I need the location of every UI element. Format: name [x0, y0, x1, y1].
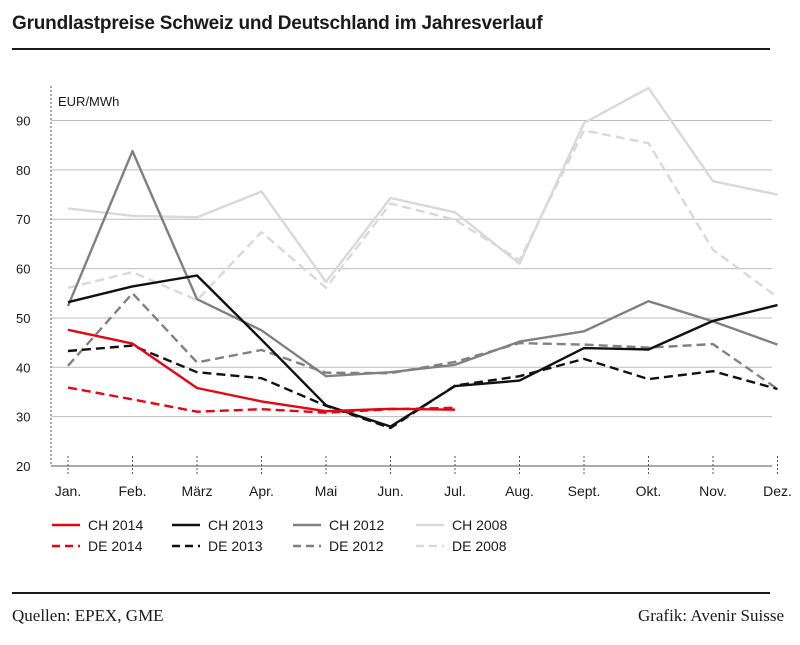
legend-label: DE 2008 [452, 538, 507, 554]
y-tick-label: 70 [16, 212, 30, 227]
x-tick-label: Jun. [377, 483, 403, 499]
x-tick-label: März [181, 483, 212, 499]
x-tick-label: Aug. [505, 483, 534, 499]
x-tick-label: Dez. [763, 483, 792, 499]
x-tick-label: Jan. [55, 483, 81, 499]
series-line-de-2008 [67, 129, 779, 302]
legend-item: DE 2014 [52, 538, 143, 554]
series-line-de-2012 [67, 292, 779, 390]
legend-label: CH 2014 [88, 517, 143, 533]
y-tick-label: 90 [16, 114, 30, 129]
legend-item: CH 2008 [416, 517, 507, 533]
legend-layer: CH 2014 CH 2013 CH 2012 CH 2008 DE 2014 DE 20… [52, 517, 507, 554]
x-tick-label: Sept. [568, 483, 601, 499]
y-tick-label: 80 [16, 163, 30, 178]
series-layer [66, 86, 779, 430]
legend-item: CH 2013 [172, 517, 263, 533]
legend-item: DE 2008 [416, 538, 507, 554]
series-line-ch-2012 [66, 149, 778, 378]
legend-item: DE 2013 [172, 538, 263, 554]
axis-layer: 20 30 40 50 60 70 80 90 EUR/MWh Jan. Feb. März Apr. M… [16, 86, 792, 499]
series-line-de-2013 [67, 344, 778, 430]
x-tick-label: Feb. [118, 483, 146, 499]
x-tick-label: Okt. [636, 483, 662, 499]
legend-label: DE 2013 [208, 538, 263, 554]
legend-label: CH 2008 [452, 517, 507, 533]
x-tick-label: Jul. [444, 483, 466, 499]
legend-label: DE 2014 [88, 538, 143, 554]
source-note: Quellen: EPEX, GME [12, 606, 164, 625]
x-tick-label: Mai [315, 483, 338, 499]
y-axis-label: EUR/MWh [58, 94, 119, 109]
series-line-de-2014 [67, 386, 456, 414]
y-tick-label: 30 [16, 410, 30, 425]
footer-divider [12, 592, 770, 594]
legend-item: CH 2014 [52, 517, 143, 533]
x-tick-label: Nov. [699, 483, 727, 499]
legend-item: DE 2012 [293, 538, 384, 554]
legend-label: DE 2012 [329, 538, 384, 554]
legend-label: CH 2012 [329, 517, 384, 533]
credit-note: Grafik: Avenir Suisse [637, 606, 784, 625]
y-tick-label: 60 [16, 262, 30, 277]
y-tick-label: 50 [16, 311, 30, 326]
y-tick-label: 20 [16, 459, 30, 474]
y-tick-label: 40 [16, 360, 30, 375]
series-line-ch-2008 [67, 86, 778, 284]
chart-title: Grundlastpreise Schweiz und Deutschland … [12, 13, 543, 34]
x-tick-label: Apr. [249, 483, 274, 499]
series-line-ch-2013 [67, 274, 778, 428]
legend-label: CH 2013 [208, 517, 263, 533]
legend-item: CH 2012 [293, 517, 384, 533]
title-divider [12, 48, 770, 50]
